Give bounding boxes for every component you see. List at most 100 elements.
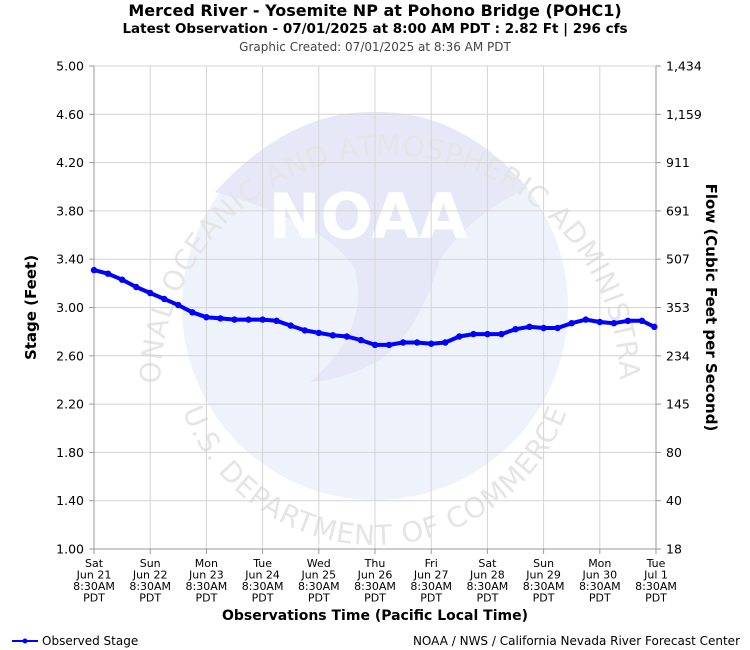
- left-y-tick-labels: 1.00 1.40 1.80 2.20 2.60 3.00 3.40 3.80 4.20 4.60…: [56, 59, 84, 557]
- y-tick-label: 3.00: [56, 300, 84, 315]
- x-tick-label-line: Jun 24: [244, 569, 280, 582]
- x-tick-label-line: PDT: [139, 592, 161, 605]
- data-point: [231, 316, 238, 323]
- x-tick-label: Sat Jun 28 8:30AM PDT: [467, 557, 509, 605]
- x-tick-label-line: Jun 29: [525, 569, 561, 582]
- data-point: [596, 318, 603, 326]
- y-tick-label: 2.60: [56, 348, 84, 363]
- data-point: [189, 309, 196, 316]
- data-point: [273, 317, 280, 324]
- x-tick-label-line: Jun 23: [188, 569, 224, 582]
- y2-tick-label: 1,159: [666, 107, 702, 122]
- x-tick-label-line: 8:30AM: [242, 580, 284, 593]
- axes: [89, 65, 661, 554]
- data-point: [554, 324, 561, 332]
- data-point: [343, 333, 351, 340]
- x-tick-label-line: 8:30AM: [635, 580, 677, 593]
- data-point: [259, 316, 266, 323]
- observed-stage-series: [90, 266, 658, 349]
- data-point: [498, 330, 505, 338]
- y-tick-label: 5.00: [56, 59, 84, 74]
- x-tick-label-line: 8:30AM: [129, 580, 171, 593]
- data-point: [512, 326, 519, 333]
- x-tick-label-line: 8:30AM: [523, 580, 565, 593]
- x-tick-label-line: 8:30AM: [73, 580, 115, 593]
- x-tick-label-line: PDT: [476, 592, 498, 605]
- x-tick-label-line: PDT: [252, 592, 274, 605]
- x-tick-label-line: 8:30AM: [186, 580, 228, 593]
- legend-line-marker-icon: [12, 638, 38, 644]
- data-point: [175, 301, 182, 309]
- data-point: [203, 314, 210, 321]
- data-point: [147, 289, 154, 297]
- seal-logo-text: NOAA: [269, 180, 468, 253]
- legend-label: Observed Stage: [42, 634, 139, 648]
- y-tick-label: 3.80: [56, 203, 84, 218]
- data-point: [385, 341, 393, 349]
- x-tick-label: Wed Jun 25 8:30AM PDT: [298, 557, 340, 605]
- data-point: [217, 315, 224, 322]
- data-point: [399, 339, 407, 346]
- x-tick-label: Tue Jun 24 8:30AM PDT: [242, 557, 284, 605]
- x-tick-label: Thu Jun 26 8:30AM PDT: [354, 557, 396, 605]
- data-point: [484, 330, 491, 338]
- x-tick-label-line: Jun 22: [132, 569, 168, 582]
- x-tick-label-line: PDT: [589, 592, 611, 605]
- data-point: [540, 324, 547, 332]
- x-tick-label-line: PDT: [364, 592, 386, 605]
- y-tick-label: 2.20: [56, 397, 84, 412]
- data-point: [456, 333, 463, 340]
- x-tick-label-line: 8:30AM: [354, 580, 396, 593]
- x-tick-label-line: PDT: [83, 592, 105, 605]
- x-tick-label-line: PDT: [420, 592, 442, 605]
- data-point: [329, 332, 337, 339]
- y2-tick-label: 507: [666, 252, 690, 267]
- data-point: [245, 316, 252, 323]
- y-tick-label: 4.20: [56, 155, 84, 170]
- y2-tick-label: 911: [666, 155, 690, 170]
- data-point: [315, 329, 322, 337]
- y2-tick-label: 1,434: [666, 59, 702, 74]
- data-point: [624, 317, 632, 324]
- x-tick-label: Sun Jun 29 8:30AM PDT: [523, 557, 565, 605]
- data-point: [287, 322, 294, 329]
- x-tick-label-line: PDT: [308, 592, 330, 605]
- data-point: [357, 336, 365, 344]
- x-tick-label-line: PDT: [195, 592, 217, 605]
- x-tick-label-line: Mon: [588, 557, 611, 570]
- source-credit: NOAA / NWS / California Nevada River For…: [412, 634, 740, 648]
- x-tick-label-line: Jun 26: [357, 569, 393, 582]
- x-tick-label-line: Jun 28: [469, 569, 505, 582]
- data-point: [428, 340, 435, 347]
- x-tick-label-line: PDT: [533, 592, 555, 605]
- x-tick-label-line: Mon: [195, 557, 218, 570]
- data-point: [371, 341, 379, 349]
- data-point: [104, 270, 112, 277]
- x-tick-label: Tue Jul 1 8:30AM PDT: [635, 557, 677, 605]
- data-point: [526, 323, 533, 330]
- x-tick-label-line: Sat: [85, 557, 104, 570]
- x-tick-label-line: Jun 21: [76, 569, 112, 582]
- graphic-created-text: Graphic Created: 07/01/2025 at 8:36 AM P…: [239, 40, 511, 54]
- x-tick-label: Sun Jun 22 8:30AM PDT: [129, 557, 171, 605]
- y2-tick-label: 691: [666, 203, 690, 218]
- seal-bird-shape: [215, 111, 528, 382]
- x-tick-label: Fri Jun 27 8:30AM PDT: [410, 557, 452, 605]
- data-point: [638, 317, 646, 324]
- data-point: [470, 330, 477, 338]
- y-tick-label: 4.60: [56, 107, 84, 122]
- x-tick-label-line: Tue: [646, 557, 666, 570]
- data-point: [442, 339, 449, 346]
- data-point: [651, 323, 658, 330]
- data-point: [413, 339, 421, 346]
- noaa-seal-watermark: NOAA NATIONAL OCEANIC AND ATMOSPHERIC AD…: [0, 0, 645, 552]
- x-tick-label-line: Jun 25: [300, 569, 336, 582]
- x-tick-label: Mon Jun 30 8:30AM PDT: [579, 557, 621, 605]
- x-axis-label: Observations Time (Pacific Local Time): [222, 608, 528, 624]
- x-tick-label-line: Wed: [307, 557, 331, 570]
- x-tick-label: Mon Jun 23 8:30AM PDT: [186, 557, 228, 605]
- y2-tick-label: 353: [666, 300, 690, 315]
- x-tick-label-line: 8:30AM: [467, 580, 509, 593]
- latest-observation-subtitle: Latest Observation - 07/01/2025 at 8:00 …: [122, 21, 628, 37]
